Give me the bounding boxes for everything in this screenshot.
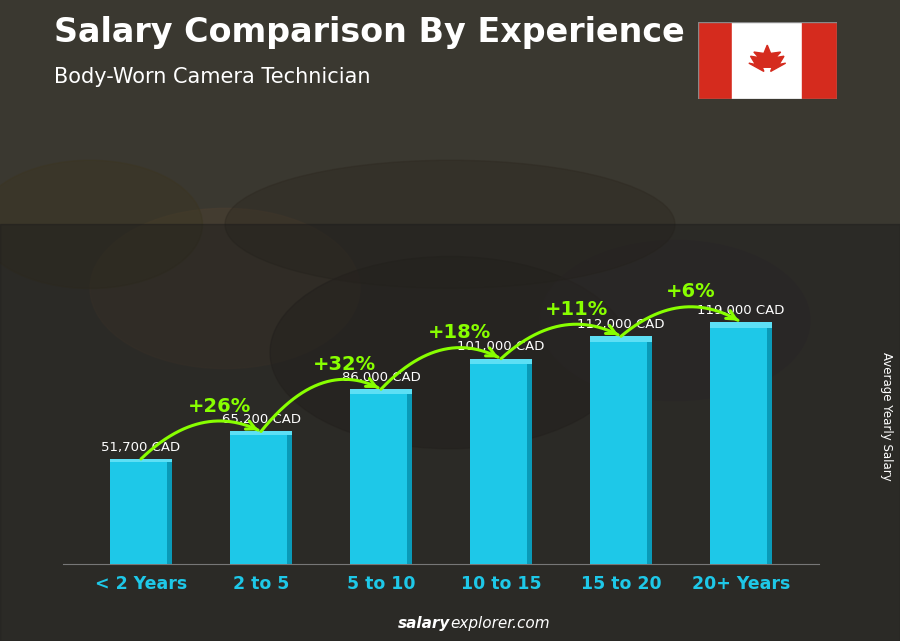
- Bar: [350, 389, 412, 394]
- Ellipse shape: [0, 160, 202, 288]
- Bar: [526, 359, 532, 564]
- Text: +26%: +26%: [188, 397, 251, 415]
- Bar: [110, 459, 172, 564]
- Text: Salary Comparison By Experience: Salary Comparison By Experience: [54, 16, 685, 49]
- Bar: [646, 337, 652, 564]
- Text: 51,700 CAD: 51,700 CAD: [102, 440, 181, 454]
- Bar: [767, 322, 772, 564]
- Ellipse shape: [90, 208, 360, 369]
- Bar: [0, 224, 900, 641]
- Bar: [590, 337, 652, 564]
- Bar: [590, 337, 652, 342]
- Text: +32%: +32%: [313, 355, 376, 374]
- Text: 112,000 CAD: 112,000 CAD: [577, 318, 665, 331]
- Bar: [286, 431, 292, 564]
- Text: +6%: +6%: [666, 283, 716, 301]
- Text: Body-Worn Camera Technician: Body-Worn Camera Technician: [54, 67, 371, 87]
- Text: explorer.com: explorer.com: [450, 617, 550, 631]
- Ellipse shape: [225, 160, 675, 288]
- Bar: [733, 22, 802, 99]
- Bar: [710, 322, 772, 564]
- Ellipse shape: [540, 240, 810, 401]
- Text: Average Yearly Salary: Average Yearly Salary: [880, 353, 893, 481]
- Bar: [710, 322, 772, 328]
- Text: 65,200 CAD: 65,200 CAD: [221, 413, 301, 426]
- Ellipse shape: [270, 256, 630, 449]
- Bar: [110, 459, 172, 462]
- Text: 101,000 CAD: 101,000 CAD: [457, 340, 544, 353]
- Text: 86,000 CAD: 86,000 CAD: [342, 371, 420, 384]
- Bar: [230, 431, 292, 435]
- Text: +11%: +11%: [544, 300, 608, 319]
- Polygon shape: [749, 45, 786, 71]
- Bar: [470, 359, 532, 364]
- Text: +18%: +18%: [428, 323, 491, 342]
- Bar: [698, 22, 733, 99]
- Bar: [350, 389, 412, 564]
- Text: 119,000 CAD: 119,000 CAD: [698, 304, 785, 317]
- Text: salary: salary: [398, 617, 450, 631]
- Bar: [166, 459, 172, 564]
- Bar: [407, 389, 412, 564]
- Bar: [470, 359, 532, 564]
- Bar: [802, 22, 837, 99]
- Bar: [230, 431, 292, 564]
